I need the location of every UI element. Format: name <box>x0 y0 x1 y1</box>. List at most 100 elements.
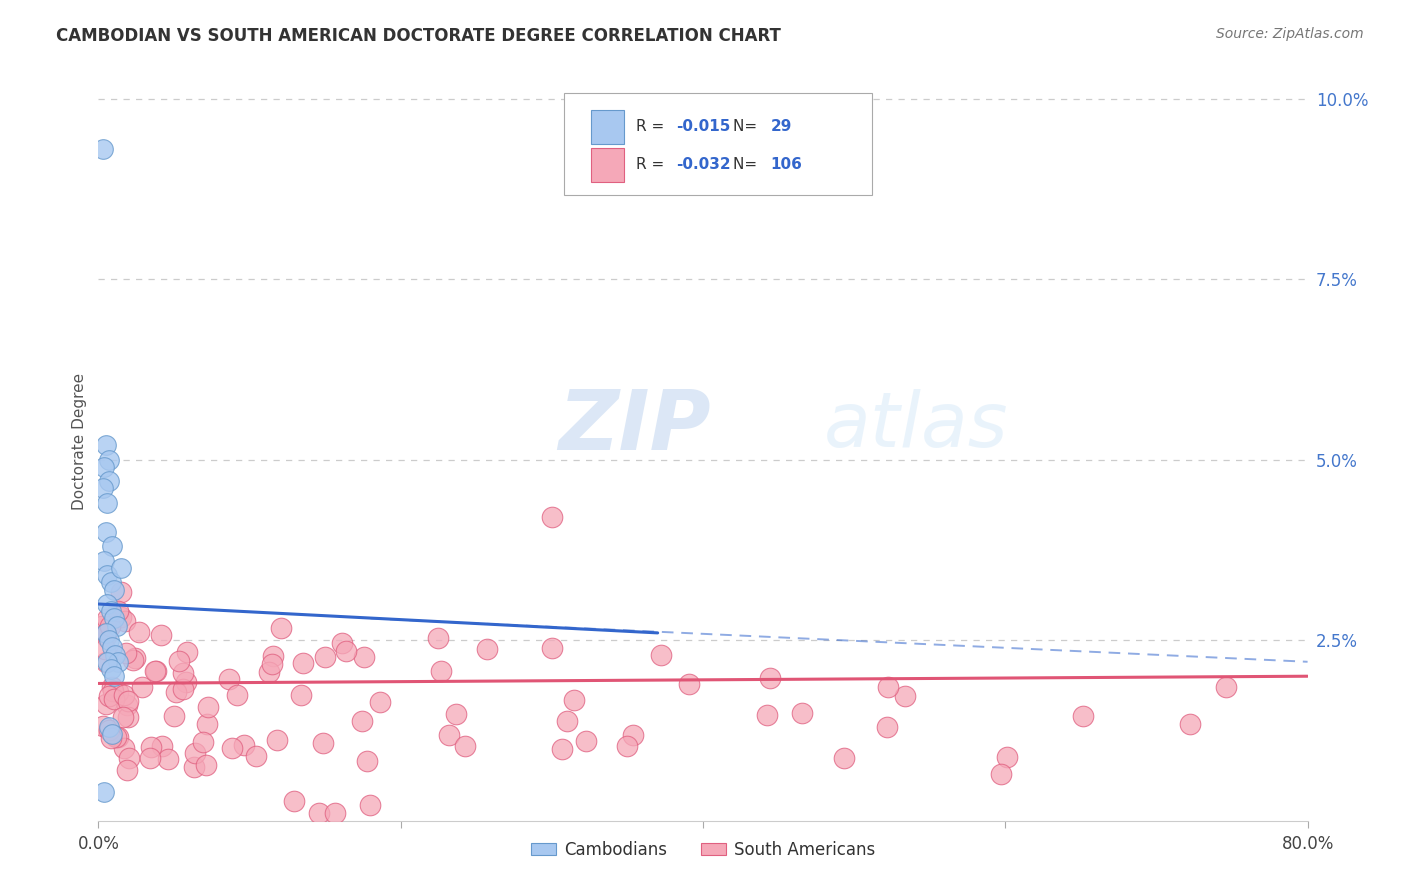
Point <box>335 643 357 657</box>
Point <box>350 714 373 729</box>
Point <box>454 739 477 753</box>
Point <box>650 648 672 662</box>
Point <box>323 805 346 820</box>
Point <box>990 767 1012 781</box>
Point <box>101 640 124 655</box>
Point <box>103 582 125 597</box>
Point <box>98 475 121 489</box>
Point <box>221 740 243 755</box>
Point <box>98 619 121 633</box>
Point <box>877 680 900 694</box>
Point <box>678 676 700 690</box>
Point <box>128 624 150 639</box>
Point <box>427 632 450 646</box>
Point <box>103 669 125 683</box>
Point <box>117 698 139 713</box>
Point <box>107 604 129 618</box>
Text: Source: ZipAtlas.com: Source: ZipAtlas.com <box>1216 27 1364 41</box>
Point <box>183 760 205 774</box>
Point <box>163 709 186 723</box>
Point <box>112 710 135 724</box>
Point <box>96 568 118 582</box>
Point <box>145 664 167 678</box>
Point <box>98 633 121 648</box>
Point <box>94 626 117 640</box>
Point <box>197 700 219 714</box>
Point <box>174 674 197 689</box>
Point <box>270 621 292 635</box>
Point <box>115 763 138 777</box>
Point <box>156 752 179 766</box>
Point <box>107 685 129 699</box>
Point <box>283 794 305 808</box>
Point <box>100 662 122 676</box>
Point <box>266 732 288 747</box>
Point <box>429 664 451 678</box>
Point <box>100 680 122 694</box>
Point <box>96 625 118 640</box>
Point <box>121 653 143 667</box>
Point <box>117 710 139 724</box>
Text: -0.015: -0.015 <box>676 120 731 135</box>
Point <box>139 740 162 755</box>
Point <box>91 482 114 496</box>
Point <box>191 735 214 749</box>
Point <box>353 649 375 664</box>
Point <box>152 739 174 753</box>
Point <box>876 720 898 734</box>
Point <box>91 142 114 156</box>
Point <box>117 694 139 708</box>
Point <box>91 619 114 633</box>
Point <box>359 798 381 813</box>
Point <box>444 707 467 722</box>
Point <box>98 720 121 734</box>
Text: -0.032: -0.032 <box>676 157 731 172</box>
Point <box>94 438 117 452</box>
Point <box>551 742 574 756</box>
FancyBboxPatch shape <box>591 110 624 144</box>
Point <box>759 671 782 685</box>
Point <box>98 723 121 737</box>
Point <box>110 561 132 575</box>
Point <box>167 654 190 668</box>
Point <box>312 735 335 749</box>
Point <box>356 754 378 768</box>
Point <box>1073 709 1095 723</box>
Point <box>621 728 644 742</box>
Legend: Cambodians, South Americans: Cambodians, South Americans <box>524 834 882 865</box>
Point <box>172 665 194 680</box>
Point <box>114 614 136 628</box>
Point <box>103 692 125 706</box>
Point <box>290 689 312 703</box>
Point <box>150 628 173 642</box>
Y-axis label: Doctorate Degree: Doctorate Degree <box>72 373 87 510</box>
Point <box>96 496 118 510</box>
Point <box>110 609 132 624</box>
Point <box>105 618 128 632</box>
Point <box>226 688 249 702</box>
Point <box>91 719 114 733</box>
Text: R =: R = <box>637 120 669 135</box>
Point <box>96 655 118 669</box>
Point <box>292 656 315 670</box>
Point <box>183 746 205 760</box>
Text: R =: R = <box>637 157 669 172</box>
Point <box>124 650 146 665</box>
FancyBboxPatch shape <box>591 148 624 182</box>
Text: ZIP: ZIP <box>558 386 710 467</box>
Point <box>114 646 136 660</box>
Point <box>98 689 121 703</box>
Point <box>894 689 917 703</box>
Point <box>330 636 353 650</box>
Point <box>165 684 187 698</box>
Text: CAMBODIAN VS SOUTH AMERICAN DOCTORATE DEGREE CORRELATION CHART: CAMBODIAN VS SOUTH AMERICAN DOCTORATE DE… <box>56 27 782 45</box>
Point <box>172 682 194 697</box>
Point <box>112 688 135 702</box>
Point <box>194 758 217 772</box>
Point <box>112 740 135 755</box>
Point <box>555 714 578 728</box>
Point <box>118 751 141 765</box>
Point <box>103 611 125 625</box>
Point <box>96 612 118 626</box>
Point <box>93 554 115 568</box>
